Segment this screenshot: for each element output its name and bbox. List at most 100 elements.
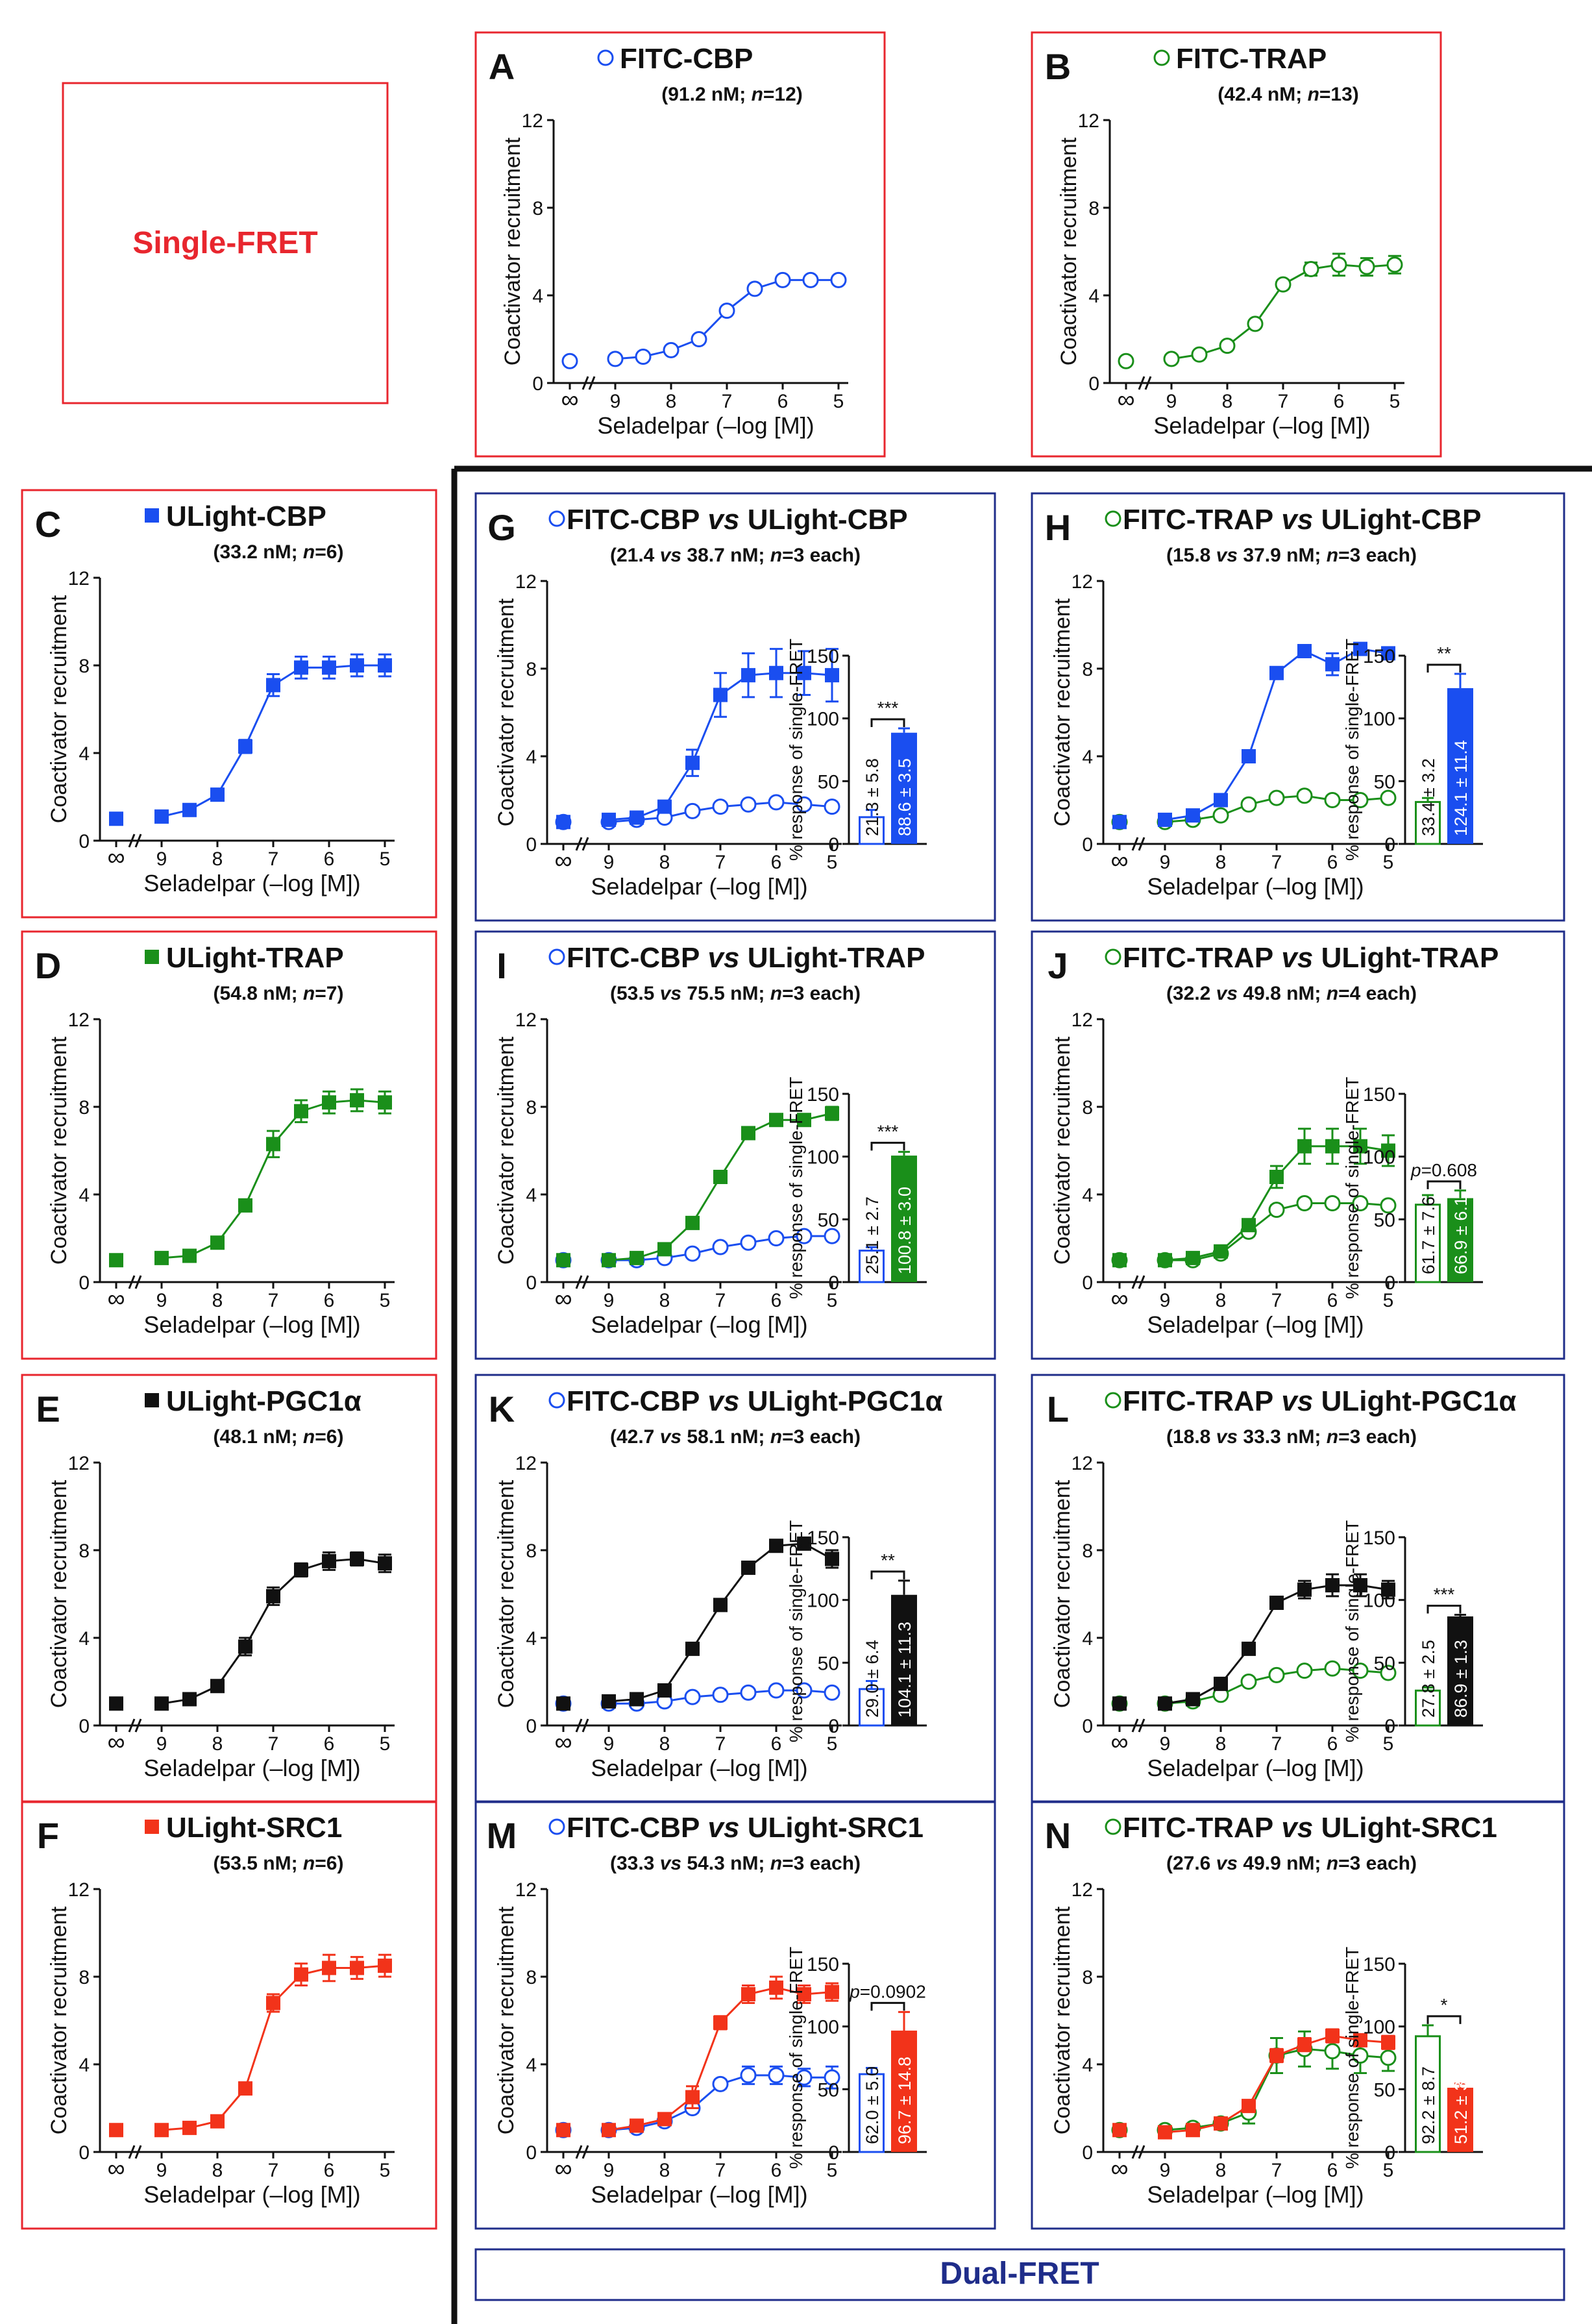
x-tick-label: 8 (1216, 2160, 1227, 2181)
data-point (1158, 1696, 1172, 1711)
y-tick-label: 8 (1082, 1097, 1093, 1119)
series-ulight-trap (1112, 1128, 1395, 1268)
data-point (1112, 815, 1127, 830)
data-point (774, 271, 791, 288)
bar-fitc: 62.0 ± 5.0 (859, 2066, 885, 2153)
x-tick-label: 5 (833, 391, 844, 412)
legend-label: FITC-CBP (620, 43, 753, 75)
bar-y-tick-label: 100 (1363, 1147, 1395, 1168)
significance-value: * (1441, 1995, 1448, 2015)
y-tick-label: 0 (79, 1716, 90, 1737)
data-point (685, 1215, 700, 1230)
y-axis-label: Coactivator recruitment (494, 1036, 519, 1265)
bar-fitc: 27.8 ± 2.5 (1415, 1640, 1441, 1727)
y-tick-label: 0 (526, 834, 537, 856)
data-point (684, 1245, 701, 1262)
x-tick-label: 8 (659, 1733, 670, 1755)
x-tick-label: 6 (324, 848, 335, 870)
x-tick-label: 8 (212, 848, 223, 870)
subtitle-post: =6) (315, 541, 343, 563)
data-point (1191, 346, 1208, 363)
axis-break (134, 1718, 142, 1733)
x-tick-label: 7 (715, 1733, 726, 1755)
data-point (109, 1253, 123, 1268)
legend-marker-1 (548, 1818, 565, 1835)
series-fitc-trap (1111, 1660, 1397, 1712)
y-axis-label: Coactivator recruitment (1050, 598, 1075, 826)
axis-break (128, 1718, 136, 1733)
y-axis-label: Coactivator recruitment (1050, 1036, 1075, 1265)
axis-break (128, 1275, 136, 1289)
data-point (1381, 2035, 1395, 2050)
x-tick-label: 7 (1271, 1733, 1282, 1755)
data-point (1353, 2033, 1367, 2047)
legend-vs: vs (1273, 942, 1321, 974)
y-tick-label: 4 (1088, 286, 1099, 307)
bar (1447, 1616, 1473, 1725)
data-point (607, 351, 624, 367)
subtitle-pre: (33.3 (610, 1853, 660, 1874)
data-point (350, 1960, 364, 1975)
data-point (802, 271, 819, 288)
data-point (1381, 646, 1395, 661)
data-point (1186, 2123, 1200, 2138)
bar-y-tick-label: 100 (1363, 2017, 1395, 2038)
subtitle-post: =7) (315, 983, 343, 1004)
y-tick-label: 0 (532, 373, 543, 395)
data-point (1214, 2116, 1228, 2131)
x-tick-label: 9 (610, 391, 621, 412)
legend-vs: vs (700, 504, 747, 536)
panel-frame (21, 1800, 437, 2230)
data-point (556, 1696, 570, 1711)
data-point (663, 341, 680, 358)
data-point (830, 271, 847, 288)
bar-y-tick-label: 50 (1374, 1653, 1395, 1674)
bar-y-axis-label: % response of single-FRET (786, 1077, 806, 1299)
data-point (1381, 1582, 1395, 1597)
y-axis-label: Coactivator recruitment (1057, 137, 1081, 365)
data-point (635, 349, 652, 365)
data-point (1297, 644, 1312, 658)
data-point (825, 1984, 839, 1999)
bar (1447, 688, 1473, 844)
data-point (1353, 641, 1367, 656)
data-point (1112, 1696, 1127, 1711)
bar (1447, 2088, 1473, 2152)
x-tick-label: 7 (1271, 852, 1282, 873)
panel-letter: D (35, 945, 61, 986)
x-tick-label: 7 (268, 1290, 279, 1311)
legend-vs: vs (700, 1385, 747, 1417)
subtitle-pre: (42.4 nM; (1218, 84, 1307, 105)
data-point (1269, 665, 1284, 680)
y-tick-label: 12 (1078, 110, 1099, 132)
bar-value-label: 61.7 ± 7.6 (1419, 1196, 1438, 1274)
y-tick-label: 8 (1082, 1967, 1093, 1988)
bar-y-tick-label: 100 (1363, 1590, 1395, 1612)
data-point (824, 1228, 840, 1244)
legend-title: FITC-TRAP vs ULight-PGC1α (1123, 1385, 1516, 1417)
data-point (602, 812, 616, 827)
subtitle: (15.8 vs 37.9 nM; n=3 each) (1166, 545, 1417, 566)
legend-label-2: ULight-PGC1α (1321, 1385, 1517, 1417)
x-tick-label: 6 (324, 2160, 335, 2181)
axis-break (582, 2145, 589, 2159)
legend-label-2: ULight-TRAP (748, 942, 925, 974)
data-point (825, 1106, 839, 1121)
y-tick-label: 8 (1082, 1540, 1093, 1562)
x-tick-label: ∞ (1110, 2155, 1128, 2182)
significance-bracket (870, 1570, 905, 1579)
subtitle: (32.2 vs 49.8 nM; n=4 each) (1166, 983, 1417, 1004)
series-ulight-src1 (1112, 2028, 1395, 2140)
data-point (691, 331, 707, 347)
panel-frame (474, 492, 996, 922)
legend-label: FITC-TRAP (1176, 43, 1327, 75)
data-point (266, 678, 280, 693)
legend-marker-1 (548, 1392, 565, 1409)
y-tick-label: 12 (515, 1009, 537, 1031)
data-point (1380, 789, 1397, 806)
y-tick-label: 0 (1082, 1716, 1093, 1737)
axis-break (575, 1275, 583, 1289)
data-point (1353, 1139, 1367, 1154)
data-point (1186, 1250, 1200, 1265)
data-point (1352, 1195, 1369, 1211)
